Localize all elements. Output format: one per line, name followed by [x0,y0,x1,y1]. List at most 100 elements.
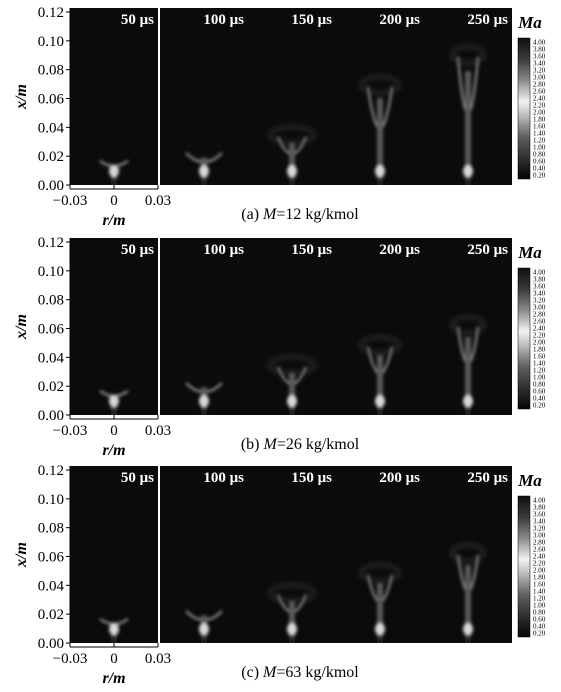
jet-plume [99,160,129,179]
vortex-ring [268,584,316,602]
x-axis: −0.03 0 0.03 r/m [53,643,171,687]
colorbar-tick-label: 3.40 [533,60,546,68]
colorbar-tick-label: 2.40 [533,95,546,103]
colorbar-tick-label: 3.00 [533,304,546,312]
contour-panel: 150 μs [248,466,336,643]
y-tick-label: 0.04 [38,120,65,136]
mach-disk [199,623,209,635]
jet-core [289,373,295,409]
colorbar-tick-label: 3.60 [533,511,546,519]
colorbar-tick-label: 1.80 [533,116,546,124]
time-label: 250 μs [467,470,508,486]
jet-plume [367,346,393,409]
row-b: 50 μs 100 μs 150 μs 200 μs 250 μs0.000.020.0… [13,235,546,459]
time-label: 250 μs [467,242,508,258]
nozzle [111,409,117,415]
colorbar-tick-label: 1.40 [533,588,546,596]
x-tick-label: −0.03 [53,193,88,209]
x-tick-label: −0.03 [53,423,88,439]
panel-background [70,238,158,415]
colorbar-gradient [517,267,531,410]
y-tick-label: 0.12 [38,463,64,479]
colorbar-tick-label: 1.20 [533,595,546,603]
colorbar-tick-label: 0.60 [533,388,546,396]
panel-caption: (a) M=12 kg/kmol [241,206,359,223]
y-axis: 0.00 0.02 0.04 0.06 0.08 0.10 0.12 x/m [13,463,71,652]
nozzle [201,179,207,185]
mach-disk [287,623,297,635]
x-tick-label: −0.03 [53,651,88,667]
time-label: 150 μs [291,470,332,486]
jet-plume [185,152,223,179]
time-label: 150 μs [291,12,332,28]
mach-disk [375,395,385,407]
contour-panel: 50 μs [70,466,158,643]
colorbar-tick-label: 1.20 [533,137,546,145]
time-label: 150 μs [291,242,332,258]
nozzle [201,409,207,415]
colorbar-label: Ma [517,471,542,490]
colorbar-tick-label: 0.20 [533,630,546,638]
nozzle [111,637,117,643]
colorbar-tick-label: 1.60 [533,581,546,589]
colorbar-tick-label: 1.20 [533,367,546,375]
contour-panel: 200 μs [336,8,424,185]
y-tick-label: 0.00 [38,178,64,194]
colorbar-tick-label: 1.00 [533,144,546,152]
colorbar-tick-label: 2.80 [533,539,546,547]
y-tick-label: 0.10 [38,34,64,50]
colorbar-label: Ma [517,13,542,32]
vortex-ring [268,356,316,374]
x-axis-title: r/m [102,670,125,687]
contour-panel: 50 μs [70,238,158,415]
vortex-ring [451,46,485,64]
colorbar: Ma4.003.803.603.403.203.002.802.602.402.… [517,471,546,638]
mach-disk [109,165,119,177]
y-tick-label: 0.02 [38,607,64,623]
colorbar-tick-label: 4.00 [533,39,546,47]
mach-disk [375,623,385,635]
contour-panel: 150 μs [248,238,336,415]
y-tick-label: 0.02 [38,379,64,395]
jet-plume [99,390,129,409]
vortex-ring [360,76,400,94]
jet-plume [457,554,479,637]
panel-background [70,466,158,643]
y-tick-label: 0.10 [38,264,64,280]
colorbar-tick-label: 2.20 [533,102,546,110]
x-axis: −0.03 0 0.03 r/m [53,415,171,459]
time-label: 50 μs [121,470,154,486]
panel-background [160,466,248,643]
mach-disk [287,395,297,407]
panel-background [160,8,248,185]
jet-plume [185,610,223,637]
colorbar-tick-label: 3.80 [533,504,546,512]
colorbar-tick-label: 1.80 [533,346,546,354]
colorbar-tick-label: 0.40 [533,165,546,173]
x-tick-label: 0.03 [145,193,171,209]
colorbar-tick-label: 2.60 [533,546,546,554]
colorbar-gradient [517,37,531,180]
y-tick-label: 0.12 [38,235,64,251]
contour-panel: 100 μs [160,238,248,415]
y-tick-label: 0.04 [38,350,65,366]
colorbar-tick-label: 2.00 [533,109,546,117]
colorbar-tick-label: 3.80 [533,46,546,54]
y-tick-label: 0.08 [38,63,64,79]
colorbar-tick-label: 1.00 [533,374,546,382]
contour-panel: 250 μs [424,8,512,185]
x-tick-label: 0.03 [145,651,171,667]
row-c: 50 μs 100 μs 150 μs 200 μs 250 μs0.000.020.0… [13,463,546,687]
y-tick-label: 0.06 [38,92,65,108]
colorbar-tick-label: 4.00 [533,497,546,505]
y-tick-label: 0.00 [38,636,64,652]
nozzle [289,637,295,643]
row-a: 50 μs 100 μs 150 μs 200 μs 250 μs0.000.020.0… [13,5,546,229]
contour-panel: 150 μs [248,8,336,185]
colorbar-tick-label: 0.40 [533,623,546,631]
x-tick-label: 0 [110,193,118,209]
y-tick-label: 0.00 [38,408,64,424]
time-label: 200 μs [379,12,420,28]
time-label: 100 μs [203,12,244,28]
jet-plume [457,56,479,179]
